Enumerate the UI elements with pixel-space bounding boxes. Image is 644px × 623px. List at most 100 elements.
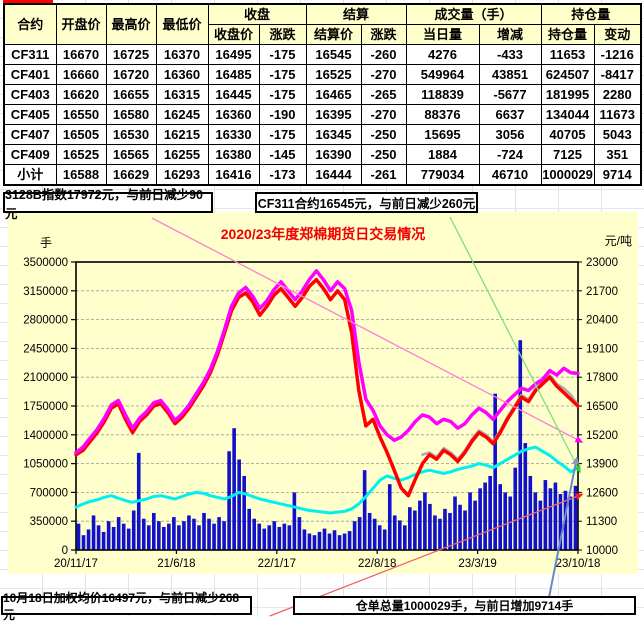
cell-settle-chg[interactable]: -260 — [360, 44, 407, 65]
cell-close-chg[interactable]: -173 — [258, 164, 307, 186]
cell-oi-chg[interactable]: -8417 — [593, 64, 642, 85]
cell-volume-chg[interactable]: 46710 — [478, 164, 542, 186]
cell-settle-chg[interactable]: -270 — [360, 64, 407, 85]
cell-volume[interactable]: 549964 — [405, 64, 480, 85]
cell-settle-chg[interactable]: -250 — [360, 144, 407, 165]
cell-oi-chg[interactable]: 11673 — [593, 104, 642, 125]
cell-settle-chg[interactable]: -270 — [360, 104, 407, 125]
cell-close-chg[interactable]: -175 — [258, 64, 307, 85]
cell-low[interactable]: 16370 — [155, 44, 209, 65]
cell-close[interactable]: 16416 — [207, 164, 260, 186]
cell-settle-chg[interactable]: -250 — [360, 124, 407, 145]
subheader-close-price[interactable]: 收盘价 — [207, 24, 260, 45]
cell-close-chg[interactable]: -175 — [258, 44, 307, 65]
cell-contract[interactable]: CF311 — [3, 44, 57, 65]
subheader-close-chg[interactable]: 涨跌 — [258, 24, 307, 45]
cell-low[interactable]: 16255 — [155, 144, 209, 165]
group-header-settle[interactable]: 结算 — [305, 3, 407, 25]
cell-oi[interactable]: 181995 — [540, 84, 595, 105]
cell-oi[interactable]: 624507 — [540, 64, 595, 85]
cell-open[interactable]: 16620 — [55, 84, 107, 105]
cell-volume-chg[interactable]: 6637 — [478, 104, 542, 125]
group-header-volume[interactable]: 成交量（手） — [405, 3, 542, 25]
cell-close[interactable]: 16380 — [207, 144, 260, 165]
cell-volume-chg[interactable]: -433 — [478, 44, 542, 65]
cell-high[interactable]: 16629 — [105, 164, 157, 186]
banner-index-3128b[interactable]: 3128B指数17972元，与前日减少90元 — [3, 188, 213, 221]
cell-open[interactable]: 16588 — [55, 164, 107, 186]
cell-high[interactable]: 16725 — [105, 44, 157, 65]
header-contract[interactable]: 合约 — [3, 3, 57, 45]
cell-high[interactable]: 16530 — [105, 124, 157, 145]
cell-high[interactable]: 16655 — [105, 84, 157, 105]
cell-oi-chg[interactable]: -1216 — [593, 44, 642, 65]
subheader-oi-chg[interactable]: 变动 — [593, 24, 642, 45]
cell-volume[interactable]: 118839 — [405, 84, 480, 105]
cell-close[interactable]: 16360 — [207, 104, 260, 125]
cell-oi-chg[interactable]: 351 — [593, 144, 642, 165]
trading-chart[interactable]: 2020/23年度郑棉期货日交易情况 手 元/吨 3500000 23000 315… — [8, 212, 638, 617]
cell-contract[interactable]: CF407 — [3, 124, 57, 145]
cell-high[interactable]: 16580 — [105, 104, 157, 125]
cell-open[interactable]: 16505 — [55, 124, 107, 145]
cell-volume-chg[interactable]: -724 — [478, 144, 542, 165]
banner-weighted-avg[interactable]: 10月18日加权均价16497元，与前日减少268元 — [1, 591, 252, 622]
cell-settle[interactable]: 16390 — [305, 144, 362, 165]
cell-oi[interactable]: 7125 — [540, 144, 595, 165]
cell-settle[interactable]: 16525 — [305, 64, 362, 85]
header-high[interactable]: 最高价 — [105, 3, 157, 45]
cell-settle[interactable]: 16444 — [305, 164, 362, 186]
cell-open[interactable]: 16550 — [55, 104, 107, 125]
cell-close[interactable]: 16445 — [207, 84, 260, 105]
cell-volume[interactable]: 88376 — [405, 104, 480, 125]
cell-open[interactable]: 16660 — [55, 64, 107, 85]
cell-oi[interactable]: 40705 — [540, 124, 595, 145]
subheader-settle-price[interactable]: 结算价 — [305, 24, 362, 45]
cell-settle[interactable]: 16395 — [305, 104, 362, 125]
cell-contract[interactable]: CF409 — [3, 144, 57, 165]
cell-volume[interactable]: 1884 — [405, 144, 480, 165]
cell-close-chg[interactable]: -175 — [258, 84, 307, 105]
cell-settle-chg[interactable]: -265 — [360, 84, 407, 105]
cell-low[interactable]: 16360 — [155, 64, 209, 85]
cell-close-chg[interactable]: -190 — [258, 104, 307, 125]
banner-warehouse-receipts[interactable]: 仓单总量1000029手，与前日增加9714手 — [293, 596, 636, 615]
cell-low[interactable]: 16293 — [155, 164, 209, 186]
cell-volume-chg[interactable]: 3056 — [478, 124, 542, 145]
cell-open[interactable]: 16670 — [55, 44, 107, 65]
cell-low[interactable]: 16245 — [155, 104, 209, 125]
cell-close-chg[interactable]: -175 — [258, 124, 307, 145]
cell-oi[interactable]: 1000029 — [540, 164, 595, 186]
cell-volume[interactable]: 4276 — [405, 44, 480, 65]
group-header-close[interactable]: 收盘 — [207, 3, 307, 25]
subheader-settle-chg[interactable]: 涨跌 — [360, 24, 407, 45]
cell-high[interactable]: 16565 — [105, 144, 157, 165]
cell-settle[interactable]: 16545 — [305, 44, 362, 65]
cell-settle-chg[interactable]: -261 — [360, 164, 407, 186]
cell-volume-chg[interactable]: -5677 — [478, 84, 542, 105]
cell-settle[interactable]: 16465 — [305, 84, 362, 105]
cell-low[interactable]: 16215 — [155, 124, 209, 145]
cell-close[interactable]: 16485 — [207, 64, 260, 85]
cell-contract[interactable]: CF405 — [3, 104, 57, 125]
cell-high[interactable]: 16720 — [105, 64, 157, 85]
cell-volume-chg[interactable]: 43851 — [478, 64, 542, 85]
cell-oi-chg[interactable]: 9714 — [593, 164, 642, 186]
subheader-oi[interactable]: 持仓量 — [540, 24, 595, 45]
cell-open[interactable]: 16525 — [55, 144, 107, 165]
group-header-oi[interactable]: 持仓量 — [540, 3, 642, 25]
cell-volume[interactable]: 779034 — [405, 164, 480, 186]
subheader-volume-chg[interactable]: 增减 — [478, 24, 542, 45]
cell-oi[interactable]: 134044 — [540, 104, 595, 125]
cell-volume[interactable]: 15695 — [405, 124, 480, 145]
header-open[interactable]: 开盘价 — [55, 3, 107, 45]
cell-close[interactable]: 16495 — [207, 44, 260, 65]
banner-cf311[interactable]: CF311合约16545元，与前日减少260元 — [255, 192, 478, 213]
cell-oi[interactable]: 11653 — [540, 44, 595, 65]
cell-contract[interactable]: 小计 — [3, 164, 57, 186]
cell-contract[interactable]: CF403 — [3, 84, 57, 105]
cell-contract[interactable]: CF401 — [3, 64, 57, 85]
cell-settle[interactable]: 16345 — [305, 124, 362, 145]
cell-low[interactable]: 16315 — [155, 84, 209, 105]
cell-close-chg[interactable]: -145 — [258, 144, 307, 165]
